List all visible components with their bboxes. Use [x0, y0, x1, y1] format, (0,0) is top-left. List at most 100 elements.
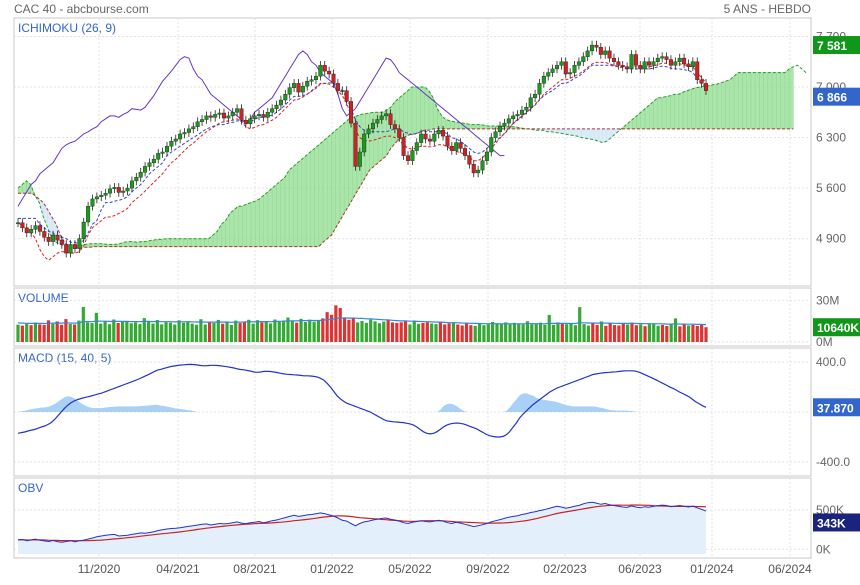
volume-bar [660, 324, 665, 342]
volume-bar [268, 323, 273, 342]
candle-body [86, 205, 91, 223]
candle-body [524, 107, 529, 111]
volume-bar [133, 322, 138, 342]
candle-body [278, 99, 283, 106]
volume-bar [369, 319, 373, 342]
volume-bar [229, 324, 233, 342]
candle-body [147, 162, 152, 167]
volume-bar [451, 322, 456, 342]
volume-bar [543, 324, 547, 342]
cloud-segment [589, 128, 595, 141]
chart-source-title: CAC 40 - abcbourse.com [14, 2, 149, 16]
cloud-segment [166, 238, 171, 247]
volume-bar [647, 324, 651, 342]
volume-bar [77, 320, 81, 342]
value-badge [813, 87, 860, 106]
senkou-span-a-line [17, 64, 807, 248]
candle-body [651, 61, 656, 66]
candle-body [493, 131, 498, 138]
kijun-sen-line [18, 64, 707, 246]
candle-body [362, 133, 367, 153]
cloud-segment [254, 198, 260, 247]
candle-body [103, 192, 108, 196]
volume-bar [73, 324, 77, 342]
cloud-segment [733, 72, 739, 130]
candle-body [533, 94, 538, 99]
cloud-segment [267, 187, 273, 247]
volume-bar [547, 314, 551, 342]
cloud-segment [293, 162, 298, 247]
candle-body [283, 94, 288, 101]
volume-bar [390, 322, 395, 342]
cloud-segment [284, 169, 290, 247]
candle-body [590, 44, 595, 52]
volume-bar [42, 324, 46, 342]
candle-body [99, 195, 104, 197]
cloud-segment [471, 124, 476, 130]
volume-bar [412, 320, 416, 342]
volume-bar [534, 323, 538, 342]
candle-body [704, 83, 709, 91]
volume-bar [260, 322, 264, 342]
cloud-segment [403, 90, 409, 138]
volume-bar [425, 322, 429, 342]
volume-bar [604, 325, 608, 342]
volume-bar [486, 324, 490, 342]
candle-body [243, 120, 248, 125]
cloud-segment [708, 84, 714, 130]
volume-bar [364, 322, 368, 342]
cloud-segment [784, 68, 790, 130]
volume-bar [212, 322, 216, 342]
candle-body [388, 113, 393, 125]
volume-bar [530, 324, 534, 342]
volume-bar [303, 322, 307, 342]
volume-bar [190, 323, 194, 342]
candle-body [563, 61, 568, 75]
candle-body [441, 130, 446, 137]
cloud-segment [420, 86, 425, 133]
volume-bar [456, 324, 460, 342]
candle-body [292, 83, 297, 88]
volume-bar [90, 323, 94, 342]
volume-bar [273, 319, 277, 342]
cloud-segment [475, 124, 481, 130]
candle-body [655, 57, 660, 62]
cloud-segment [581, 128, 586, 139]
volume-bar [656, 325, 660, 342]
value-badge-text: 343K [817, 516, 846, 530]
volume-bar [495, 323, 499, 342]
volume-bar [430, 323, 434, 342]
candle-body [287, 87, 292, 95]
value-badge [813, 513, 860, 532]
volume-bar [508, 324, 512, 342]
candle-body [406, 155, 411, 161]
candle-body [449, 146, 454, 151]
candle-body [94, 196, 99, 200]
candle-body [629, 54, 634, 70]
candle-body [642, 61, 647, 70]
candle-body [164, 146, 169, 153]
cloud-segment [174, 238, 180, 247]
cloud-segment [568, 128, 574, 136]
volume-bar [695, 325, 699, 342]
volume-bar [225, 321, 229, 342]
candle-body [33, 225, 38, 230]
candle-body [46, 237, 51, 242]
cloud-segment [648, 100, 654, 130]
volume-bar [299, 318, 303, 342]
candle-body [138, 172, 143, 178]
candles [16, 40, 709, 258]
volume-bar [643, 326, 647, 342]
candle-body [379, 115, 384, 120]
x-tick-label: 08/2021 [233, 562, 277, 576]
cloud-segment [157, 239, 163, 247]
y-tick-label: -400.0 [816, 455, 850, 469]
cloud-segment [310, 147, 315, 247]
candle-body [68, 244, 73, 254]
volume-bar [477, 323, 482, 342]
volume-bar [386, 320, 390, 342]
cloud-segment [644, 104, 650, 130]
volume-bar [116, 322, 120, 342]
candle-body [90, 198, 95, 207]
candle-body [633, 54, 638, 66]
